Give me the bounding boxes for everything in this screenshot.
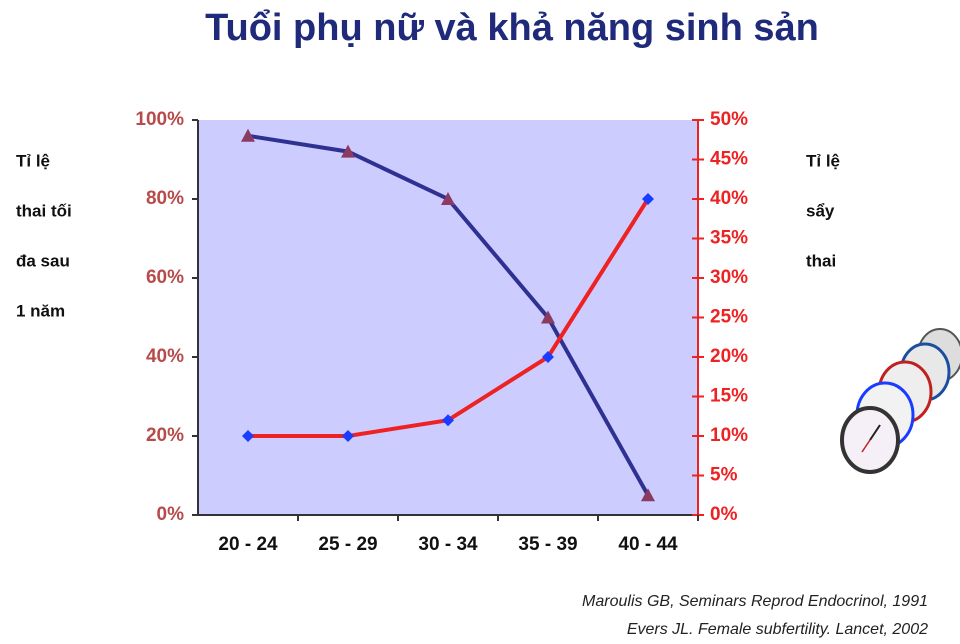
x-tick-label: 40 - 44 xyxy=(618,534,678,555)
y-tick-label: 60% xyxy=(146,267,184,288)
plot-area xyxy=(198,120,698,515)
marker xyxy=(241,128,255,142)
y2-tick-label: 25% xyxy=(710,307,748,328)
y2-tick-label: 0% xyxy=(710,504,738,525)
marker xyxy=(242,430,254,442)
source: Evers JL. Female subfertility. Lancet, 2… xyxy=(627,621,928,638)
y2-tick-label: 35% xyxy=(710,228,748,249)
marker xyxy=(342,430,354,442)
y2-tick-label: 5% xyxy=(710,465,738,486)
x-tick-label: 25 - 29 xyxy=(318,534,377,555)
y-axis-label: Tỉ lệ xyxy=(16,151,50,170)
x-tick-label: 35 - 39 xyxy=(518,534,577,555)
y-axis-label: thai tối xyxy=(16,201,72,220)
y2-tick-label: 40% xyxy=(710,188,748,209)
y2-axis-label: thai xyxy=(806,251,836,270)
y2-axis-label: sẩy xyxy=(806,201,835,220)
chart-title: Tuổi phụ nữ và khả năng sinh sản xyxy=(205,7,819,49)
y-tick-label: 40% xyxy=(146,346,184,367)
y-tick-label: 0% xyxy=(157,504,185,525)
y-tick-label: 100% xyxy=(135,109,184,130)
y2-axis-label: Tỉ lệ xyxy=(806,151,840,170)
y2-tick-label: 20% xyxy=(710,346,748,367)
y-axis-label: 1 năm xyxy=(16,301,65,320)
marker xyxy=(542,351,554,363)
x-tick-label: 20 - 24 xyxy=(218,534,278,555)
y-tick-label: 80% xyxy=(146,188,184,209)
marker xyxy=(441,192,455,205)
y2-tick-label: 45% xyxy=(710,149,748,170)
y2-tick-label: 10% xyxy=(710,425,748,446)
y-axis-label: đa sau xyxy=(16,251,70,270)
marker xyxy=(642,193,654,205)
clock-decoration xyxy=(840,328,960,474)
marker xyxy=(541,310,555,324)
y2-tick-label: 50% xyxy=(710,109,748,130)
marker xyxy=(442,414,454,427)
marker xyxy=(341,144,355,158)
source: Maroulis GB, Seminars Reprod Endocrinol,… xyxy=(582,593,928,610)
y2-tick-label: 15% xyxy=(710,386,748,407)
x-tick-label: 30 - 34 xyxy=(418,534,478,555)
y-tick-label: 20% xyxy=(146,425,184,446)
marker xyxy=(641,488,655,502)
y2-tick-label: 30% xyxy=(710,267,748,288)
